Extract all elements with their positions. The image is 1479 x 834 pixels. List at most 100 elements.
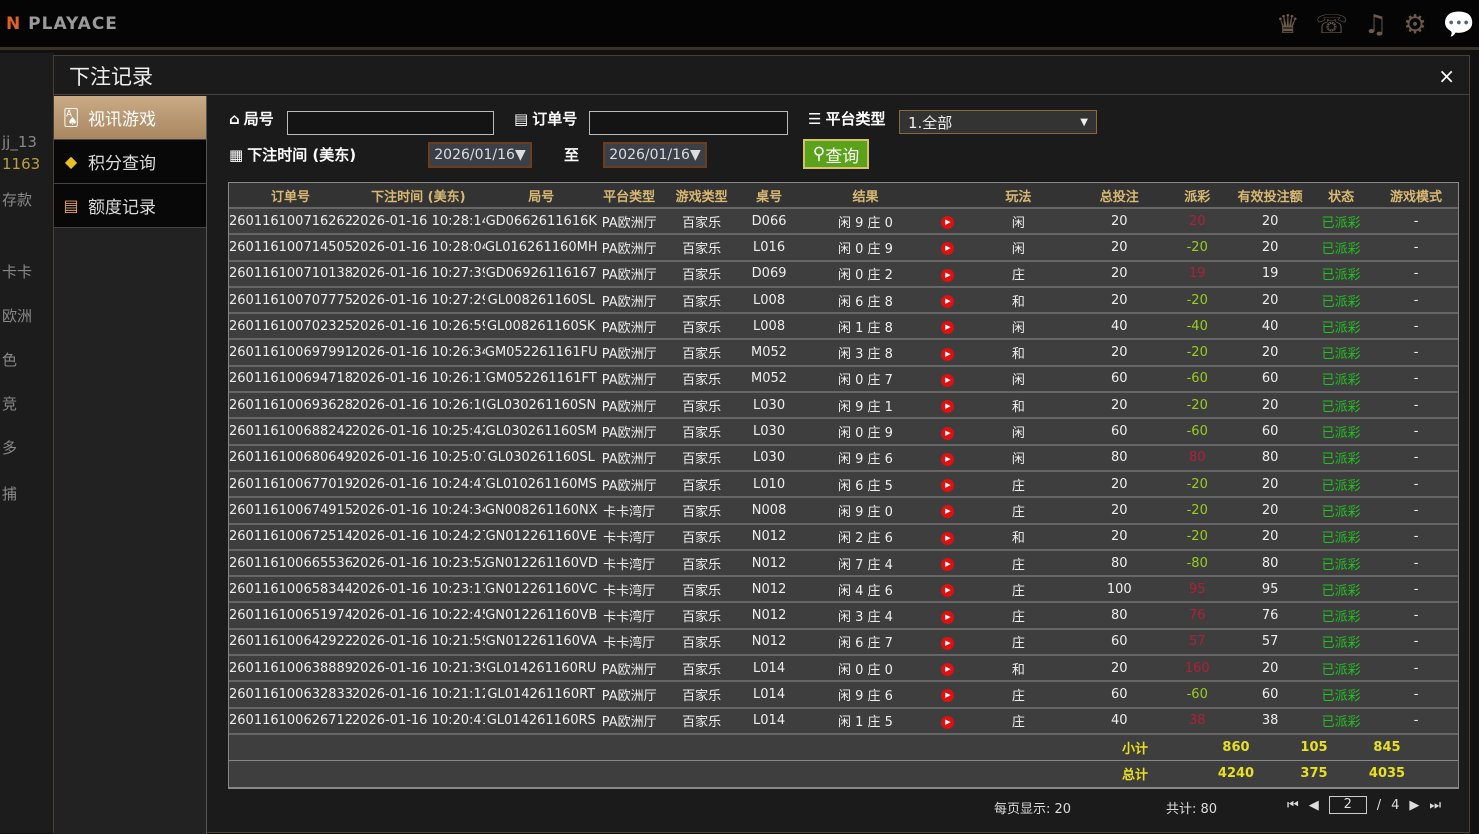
column-header: 玩法 xyxy=(1005,189,1032,205)
play-video-icon[interactable]: ▶ xyxy=(941,295,955,309)
status: 已派彩 xyxy=(1321,504,1361,520)
sidebar-item-label: 积分查询 xyxy=(88,154,156,174)
result: 闲 0 庄 7 xyxy=(838,373,893,389)
total-bet: 80 xyxy=(1111,608,1128,624)
play-video-icon[interactable]: ▶ xyxy=(941,584,955,598)
table-row: 260116100714505 2026-01-16 10:28:04 GL0162… xyxy=(229,235,1458,262)
close-icon[interactable]: × xyxy=(1438,64,1455,88)
payout: 160 xyxy=(1184,660,1210,676)
table-row: 260116100632833 2026-01-16 10:21:12 GL0142… xyxy=(229,682,1458,709)
total-bet: 20 xyxy=(1111,213,1128,229)
game-type: 百家乐 xyxy=(682,478,722,494)
order-id: 260116100694718 xyxy=(229,371,352,387)
chevron-down-icon: ▼ xyxy=(1080,116,1088,128)
game-mode: - xyxy=(1413,266,1419,282)
play-video-icon[interactable]: ▶ xyxy=(941,216,955,230)
result: 闲 0 庄 2 xyxy=(838,268,893,284)
play-replay-cell: ▶ xyxy=(935,397,960,414)
next-page-icon[interactable]: ▶ xyxy=(1409,797,1420,813)
query-button[interactable]: ⚲ 查询 xyxy=(803,139,869,169)
round-id: GN012261160VD xyxy=(484,555,598,571)
status: 已派彩 xyxy=(1321,557,1361,573)
total-pages: 4 xyxy=(1391,797,1400,813)
play-video-icon[interactable]: ▶ xyxy=(941,479,955,493)
valid-bet: 80 xyxy=(1261,450,1279,466)
round-id: GL014261160RT xyxy=(487,686,596,702)
calendar-icon: ▦ xyxy=(229,145,244,164)
customer-service-icon[interactable]: ☏ xyxy=(1315,10,1348,40)
game-type: 百家乐 xyxy=(682,557,722,573)
list-icon: ☰ xyxy=(808,109,822,128)
round-input[interactable] xyxy=(287,111,494,135)
play-video-icon[interactable]: ▶ xyxy=(941,505,955,519)
play-video-icon[interactable]: ▶ xyxy=(941,400,955,414)
platform: 卡卡湾厅 xyxy=(603,557,656,573)
date-to-picker[interactable]: 2026/01/16 ▼ xyxy=(603,142,707,168)
game-type: 百家乐 xyxy=(682,583,722,599)
valid-bet: 80 xyxy=(1261,555,1279,571)
vip-icon[interactable]: ♛ xyxy=(1276,10,1300,40)
total-payout: 375 xyxy=(1300,766,1328,782)
deposit-link[interactable]: 存款 xyxy=(2,191,33,209)
order-id: 260116100626712 xyxy=(229,713,352,729)
bet-type: 庄 xyxy=(1011,715,1025,731)
play-replay-cell: ▶ xyxy=(935,686,960,703)
table-row: 260116100672514 2026-01-16 10:24:27 GN0122… xyxy=(229,524,1458,551)
play-video-icon[interactable]: ▶ xyxy=(941,558,955,571)
result: 闲 6 庄 7 xyxy=(838,636,893,652)
payout: -60 xyxy=(1186,686,1208,702)
play-video-icon[interactable]: ▶ xyxy=(941,347,955,361)
page-input[interactable]: 2 xyxy=(1328,796,1367,814)
first-page-icon[interactable]: ⏮ xyxy=(1287,797,1299,813)
play-video-icon[interactable]: ▶ xyxy=(941,452,955,466)
play-video-icon[interactable]: ▶ xyxy=(941,321,955,335)
game-mode: - xyxy=(1413,555,1419,571)
game-type: 百家乐 xyxy=(682,636,722,652)
payout: 76 xyxy=(1188,608,1206,624)
result: 闲 2 庄 6 xyxy=(838,531,893,547)
play-video-icon[interactable]: ▶ xyxy=(941,663,955,677)
round-id: GN012261160VC xyxy=(485,581,598,597)
valid-bet: 20 xyxy=(1261,213,1279,229)
play-video-icon[interactable]: ▶ xyxy=(941,689,955,703)
play-video-icon[interactable]: ▶ xyxy=(941,610,955,624)
bg-item: 色 xyxy=(2,351,18,369)
chat-icon[interactable]: 💬 xyxy=(1442,10,1475,40)
play-video-icon[interactable]: ▶ xyxy=(941,373,955,387)
settings-icon[interactable]: ⚙ xyxy=(1403,10,1427,40)
music-icon[interactable]: ♫ xyxy=(1364,10,1388,40)
platform: PA欧洲厅 xyxy=(601,715,657,731)
column-header: 有效投注额 xyxy=(1237,189,1303,205)
play-video-icon[interactable]: ▶ xyxy=(941,268,955,282)
bet-type: 庄 xyxy=(1011,636,1025,652)
column-header: 派彩 xyxy=(1184,189,1211,205)
search-icon: ⚲ xyxy=(812,144,826,164)
round-id: GL030261160SN xyxy=(486,397,597,413)
payout: -40 xyxy=(1186,318,1208,334)
game-mode: - xyxy=(1413,345,1419,361)
play-video-icon[interactable]: ▶ xyxy=(941,242,955,256)
prev-page-icon[interactable]: ◀ xyxy=(1308,797,1319,813)
round-id: GN012261160VE xyxy=(485,529,597,545)
bet-type: 和 xyxy=(1011,531,1025,547)
total-bet: 60 xyxy=(1111,424,1128,440)
game-type: 百家乐 xyxy=(682,688,722,704)
bet-type: 和 xyxy=(1011,294,1025,310)
clipboard-icon: ▤ xyxy=(514,109,529,128)
sidebar-item-video-games[interactable]: 🂡 视讯游戏 xyxy=(54,96,206,140)
round-id: GL010261160MS xyxy=(485,476,597,492)
sidebar-item-points[interactable]: ◆ 积分查询 xyxy=(54,140,206,184)
order-input[interactable] xyxy=(589,111,788,135)
order-id: 260116100658344 xyxy=(229,581,352,597)
bet-type: 庄 xyxy=(1011,610,1025,626)
play-video-icon[interactable]: ▶ xyxy=(941,715,955,729)
sidebar-item-credit[interactable]: ▤ 额度记录 xyxy=(54,184,206,228)
bet-type: 庄 xyxy=(1011,478,1025,494)
play-video-icon[interactable]: ▶ xyxy=(941,636,955,650)
platform: PA欧洲厅 xyxy=(601,268,657,284)
play-video-icon[interactable]: ▶ xyxy=(941,531,955,545)
play-video-icon[interactable]: ▶ xyxy=(941,426,955,440)
platform-select[interactable]: 1.全部 ▼ xyxy=(899,110,1097,134)
last-page-icon[interactable]: ⏭ xyxy=(1429,797,1442,813)
date-from-picker[interactable]: 2026/01/16 ▼ xyxy=(428,142,532,168)
